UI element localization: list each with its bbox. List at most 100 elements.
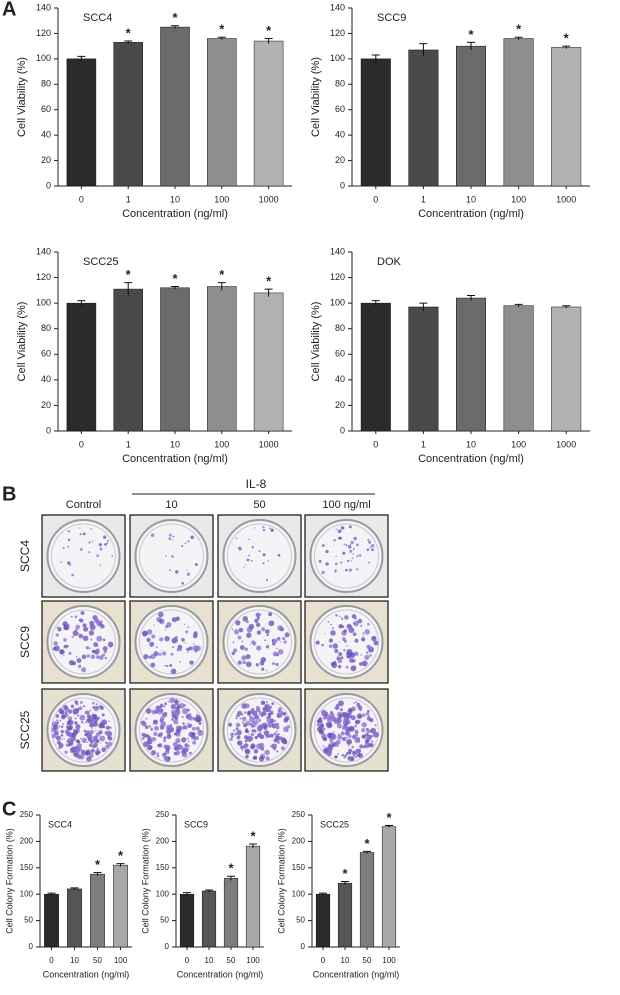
colony bbox=[168, 533, 172, 537]
colony bbox=[74, 746, 81, 753]
colony bbox=[170, 668, 177, 675]
colony bbox=[65, 740, 68, 743]
x-axis-label: Concentration (ng/ml) bbox=[418, 453, 524, 465]
colony bbox=[353, 620, 359, 627]
colony bbox=[254, 756, 257, 759]
colony bbox=[176, 729, 181, 734]
colony bbox=[345, 544, 348, 547]
colony bbox=[325, 562, 329, 566]
bar bbox=[223, 878, 239, 948]
colony bbox=[269, 745, 272, 747]
colony bbox=[186, 572, 191, 576]
colony bbox=[166, 729, 172, 735]
colony bbox=[267, 750, 269, 752]
colony bbox=[102, 725, 105, 728]
colony bbox=[65, 743, 69, 747]
colony bbox=[252, 737, 254, 739]
error-bar bbox=[467, 41, 475, 50]
colony bbox=[239, 645, 245, 651]
error-bar bbox=[363, 850, 371, 854]
colony bbox=[178, 745, 183, 750]
colony bbox=[350, 540, 354, 545]
y-tick-label: 0 bbox=[165, 942, 170, 951]
x-tick-label: 1000 bbox=[556, 439, 576, 449]
colony bbox=[228, 722, 233, 727]
colony bbox=[74, 717, 77, 720]
colony bbox=[105, 741, 108, 745]
column-label: 100 ng/ml bbox=[322, 499, 370, 511]
colony bbox=[366, 709, 370, 713]
colony bbox=[334, 569, 337, 571]
colony bbox=[357, 705, 363, 711]
significance-star: * bbox=[219, 22, 225, 37]
colony bbox=[354, 617, 357, 620]
colony bbox=[250, 722, 257, 728]
y-tick-label: 20 bbox=[41, 155, 51, 165]
colony bbox=[75, 733, 77, 735]
x-tick-label: 100 bbox=[382, 956, 396, 965]
colony bbox=[63, 623, 66, 626]
colony bbox=[250, 559, 253, 562]
colony bbox=[153, 624, 155, 626]
bar bbox=[408, 49, 439, 187]
colony bbox=[107, 641, 114, 648]
error-bar bbox=[385, 825, 393, 828]
bar bbox=[360, 302, 391, 432]
colony bbox=[351, 745, 355, 749]
x-tick-label: 0 bbox=[49, 956, 54, 965]
colony bbox=[373, 640, 379, 646]
colony bbox=[57, 729, 59, 731]
colony bbox=[186, 722, 189, 725]
colony bbox=[79, 547, 83, 551]
colony bbox=[278, 707, 283, 711]
colony bbox=[243, 711, 247, 714]
colony bbox=[188, 744, 190, 747]
colony bbox=[265, 669, 268, 672]
significance-star: * bbox=[172, 10, 178, 25]
colony bbox=[75, 724, 81, 730]
colony bbox=[323, 727, 326, 731]
y-tick-label: 150 bbox=[292, 863, 306, 872]
y-tick-label: 120 bbox=[36, 272, 51, 282]
colony bbox=[89, 743, 93, 747]
colony bbox=[152, 723, 154, 725]
colony bbox=[347, 745, 350, 747]
colony bbox=[371, 730, 374, 733]
colony bbox=[172, 646, 175, 649]
colony bbox=[345, 736, 348, 739]
colony bbox=[232, 641, 235, 644]
colony bbox=[56, 721, 59, 725]
colony bbox=[248, 733, 250, 736]
y-tick-label: 250 bbox=[292, 810, 306, 819]
colony bbox=[260, 747, 265, 751]
bar bbox=[90, 873, 105, 948]
colony bbox=[105, 730, 112, 737]
colony bbox=[356, 620, 359, 622]
colony bbox=[72, 728, 77, 733]
significance-star: * bbox=[266, 274, 272, 289]
colony bbox=[163, 736, 167, 740]
colony bbox=[281, 746, 285, 751]
colony bbox=[352, 754, 356, 757]
colony bbox=[145, 708, 152, 714]
colony bbox=[337, 734, 343, 740]
colony bbox=[273, 732, 277, 736]
colony bbox=[96, 655, 100, 659]
colony bbox=[171, 718, 174, 721]
error-bar bbox=[467, 294, 475, 301]
colony bbox=[63, 638, 67, 642]
colony bbox=[186, 708, 190, 712]
colony bbox=[67, 545, 70, 548]
error-bar bbox=[341, 881, 349, 885]
colony bbox=[154, 725, 159, 731]
x-tick-label: 100 bbox=[511, 194, 526, 204]
colony bbox=[146, 629, 153, 635]
colony bbox=[106, 539, 109, 543]
bar bbox=[160, 26, 190, 187]
colony bbox=[175, 738, 181, 744]
colony bbox=[58, 746, 62, 750]
colony bbox=[77, 664, 82, 669]
y-tick-label: 0 bbox=[340, 425, 345, 435]
colony bbox=[91, 540, 94, 543]
colony bbox=[171, 555, 174, 558]
